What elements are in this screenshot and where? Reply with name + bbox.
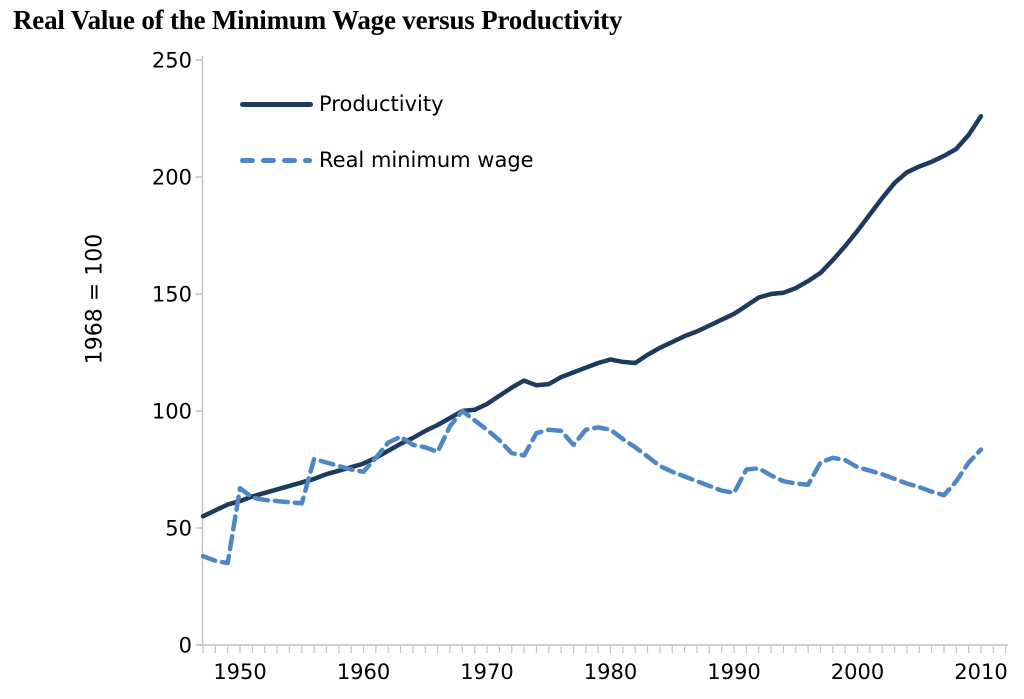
- y-tick-label: 250: [152, 49, 192, 73]
- legend-item-productivity: Productivity: [240, 91, 444, 117]
- productivity-line-sample-icon: [240, 101, 313, 107]
- x-tick-label: 1990: [707, 660, 760, 684]
- x-tick-label: 1970: [460, 660, 513, 684]
- x-tick-label: 1980: [584, 660, 637, 684]
- legend-label-productivity: Productivity: [319, 92, 444, 116]
- min-wage-line-sample-icon: [240, 157, 313, 163]
- y-tick-label: 150: [152, 283, 192, 307]
- legend-item-min-wage: Real minimum wage: [240, 147, 534, 173]
- x-tick-label: 1950: [213, 660, 266, 684]
- legend-label-min-wage: Real minimum wage: [319, 148, 534, 172]
- x-tick-label: 1960: [337, 660, 390, 684]
- x-tick-label: 2010: [954, 660, 1007, 684]
- y-tick-label: 100: [152, 400, 192, 424]
- y-tick-label: 50: [165, 517, 192, 541]
- chart-title: Real Value of the Minimum Wage versus Pr…: [13, 5, 623, 35]
- y-tick-label: 200: [152, 166, 192, 190]
- productivity-line: [200, 113, 984, 519]
- min-wage-line: [200, 408, 984, 566]
- y-tick-label: 0: [179, 634, 192, 658]
- x-tick-label: 2000: [831, 660, 884, 684]
